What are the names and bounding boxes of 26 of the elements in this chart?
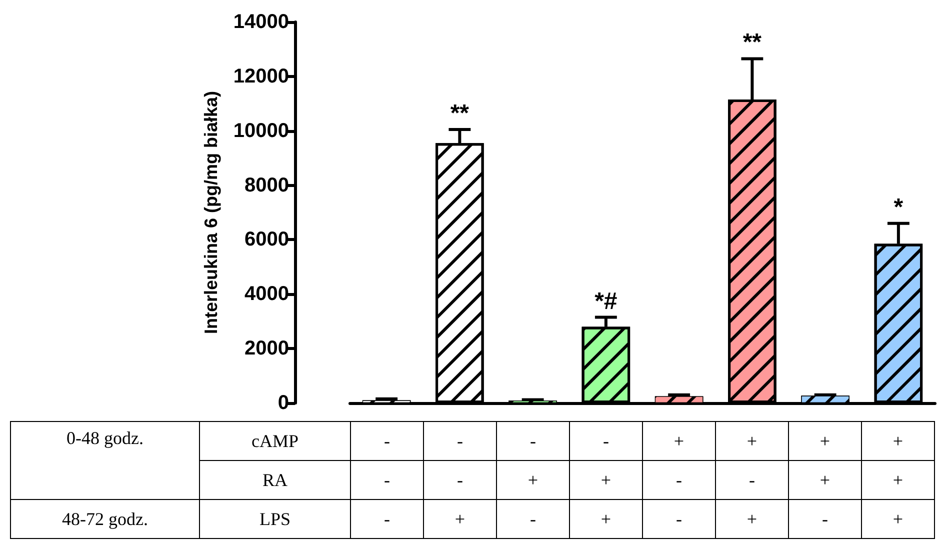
y-tick-label: 4000	[244, 283, 289, 306]
category-label: + - -	[674, 430, 684, 528]
category-label: - - +	[454, 430, 466, 528]
y-tick-label: 6000	[244, 228, 289, 251]
text: cAMP	[200, 422, 350, 460]
text: RA	[200, 460, 350, 500]
category-label: - + -	[528, 430, 538, 528]
y-tick-label: 12000	[233, 65, 289, 88]
category-label: - - -	[384, 430, 390, 528]
y-tick-label: 2000	[244, 338, 289, 360]
annotation: *	[894, 194, 904, 221]
annotation: **	[450, 100, 470, 127]
category-label: + + +	[892, 430, 904, 528]
text: 48-72 godz.	[10, 500, 200, 538]
y-axis-title: Interleukina 6 (pg/mg białka)	[201, 90, 221, 334]
y-tick-label: 8000	[244, 174, 289, 196]
category-label: + - +	[746, 430, 758, 528]
y-tick-label: 0	[278, 392, 289, 414]
category-label: - + +	[600, 430, 612, 528]
y-tick-label: 10000	[233, 120, 289, 142]
y-tick-label: 14000	[233, 11, 289, 33]
category-label: + + -	[820, 430, 830, 528]
annotation: *#	[594, 288, 618, 315]
text: LPS	[200, 500, 350, 538]
text: 0-48 godz.	[10, 422, 200, 500]
annotation: **	[742, 29, 762, 56]
